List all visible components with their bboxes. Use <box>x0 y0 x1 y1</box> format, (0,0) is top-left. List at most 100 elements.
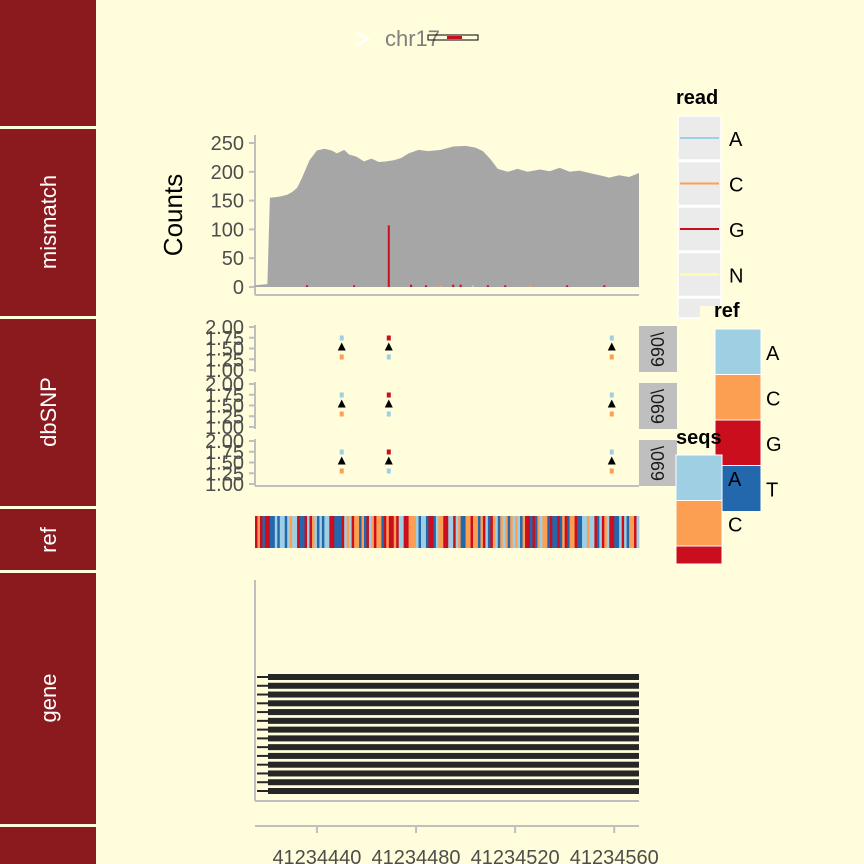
ref-base <box>502 516 506 548</box>
x-tick-label: 41234480 <box>372 847 461 864</box>
ref-base <box>544 516 548 548</box>
ref-base <box>373 516 377 548</box>
track-label-panel-top <box>0 0 96 126</box>
ref-base <box>574 516 578 548</box>
track-label-mismatch: mismatch <box>36 175 61 269</box>
legend-label: C <box>766 389 780 411</box>
snp-point <box>607 342 616 351</box>
ref-base <box>349 516 353 548</box>
ref-base <box>465 516 469 548</box>
ref-base <box>284 516 288 548</box>
snp-allele-mark <box>386 392 391 398</box>
snp-allele-mark <box>609 449 614 455</box>
ref-base <box>383 516 387 548</box>
ref-base <box>517 516 521 548</box>
y-tick-label: 0 <box>233 277 244 299</box>
ref-base <box>311 516 315 548</box>
gene-exon <box>268 709 639 716</box>
ref-base <box>443 516 447 548</box>
mismatch-bars <box>306 225 606 287</box>
ref-base <box>316 516 320 548</box>
legend-read: read A C G N <box>676 87 745 319</box>
ref-base <box>619 516 623 548</box>
facet-strip <box>639 383 677 429</box>
ref-base <box>420 516 424 548</box>
legend-swatch <box>714 328 762 376</box>
track-label-panel-bottom <box>0 827 96 864</box>
snp-allele-mark <box>386 468 391 474</box>
ref-base <box>552 516 556 548</box>
ref-base <box>549 516 553 548</box>
ref-base <box>433 516 437 548</box>
coverage-area <box>255 145 639 287</box>
snp-allele-mark <box>339 468 344 474</box>
ref-base <box>534 516 538 548</box>
ref-base <box>279 516 283 548</box>
ref-base <box>609 516 613 548</box>
y-tick-label: 50 <box>222 248 244 270</box>
ref-base <box>525 516 528 548</box>
ref-base <box>482 516 486 548</box>
legend-swatch <box>675 454 723 502</box>
ref-base <box>339 516 343 548</box>
gene-exon <box>268 761 639 768</box>
ref-base <box>329 516 333 548</box>
track-label-dbsnp: dbSNP <box>36 377 61 447</box>
ref-base <box>532 516 536 548</box>
y-tick-label: 1.25 <box>205 406 244 428</box>
ref-base <box>257 516 261 548</box>
mismatch-track: 0 50 100 150 200 250 Counts <box>158 133 639 299</box>
ref-base <box>547 516 551 548</box>
ref-base <box>572 516 575 548</box>
ref-base <box>309 516 313 548</box>
ref-base <box>302 516 305 548</box>
ref-base <box>539 516 543 548</box>
legend-label: A <box>729 129 743 151</box>
ref-base <box>475 516 479 548</box>
ref-base <box>403 516 407 548</box>
ref-base <box>512 516 516 548</box>
ref-base <box>606 516 610 548</box>
snp-point <box>384 342 393 351</box>
ref-base <box>557 516 561 548</box>
snp-allele-mark <box>339 392 344 398</box>
legend-label: N <box>729 266 743 288</box>
ref-base <box>267 516 271 548</box>
ref-base <box>448 516 452 548</box>
ref-base <box>391 516 395 548</box>
ref-base <box>336 516 340 548</box>
ref-base <box>255 516 258 548</box>
gene-exon <box>268 788 639 794</box>
ref-base <box>636 516 640 548</box>
ref-base <box>294 516 298 548</box>
snp-point <box>337 399 346 408</box>
y-tick-label: 2.00 <box>205 317 244 339</box>
y-tick-label: 1.50 <box>205 396 244 418</box>
ref-base <box>529 516 533 548</box>
ref-base <box>507 516 511 548</box>
ref-base <box>356 516 360 548</box>
ref-base <box>319 516 323 548</box>
ref-base <box>289 516 293 548</box>
ref-base <box>634 516 637 548</box>
snp-allele-mark <box>339 449 344 455</box>
x-tick-label: 41234440 <box>272 847 361 864</box>
ref-base <box>287 516 291 548</box>
y-tick-label: 200 <box>211 162 244 184</box>
ideogram-chrom-label: chr17 <box>385 26 440 51</box>
y-tick-label: 2.00 <box>205 431 244 453</box>
facet-strip-label: 690\ <box>648 389 668 424</box>
legend-ref: A C G T ref <box>700 300 782 512</box>
y-tick-label: 1.25 <box>205 349 244 371</box>
genome-x-axis: 41234440 41234480 41234520 41234560 <box>255 825 659 864</box>
ref-base <box>321 516 325 548</box>
legend-label: C <box>729 175 743 197</box>
ref-base <box>497 516 501 548</box>
y-tick-label: 150 <box>211 191 244 213</box>
legend-label: G <box>729 220 745 242</box>
gene-exon <box>268 682 639 689</box>
track-label-panel-ref <box>0 509 96 570</box>
ref-base <box>364 516 367 548</box>
ref-base <box>589 516 593 548</box>
ref-base <box>440 516 444 548</box>
